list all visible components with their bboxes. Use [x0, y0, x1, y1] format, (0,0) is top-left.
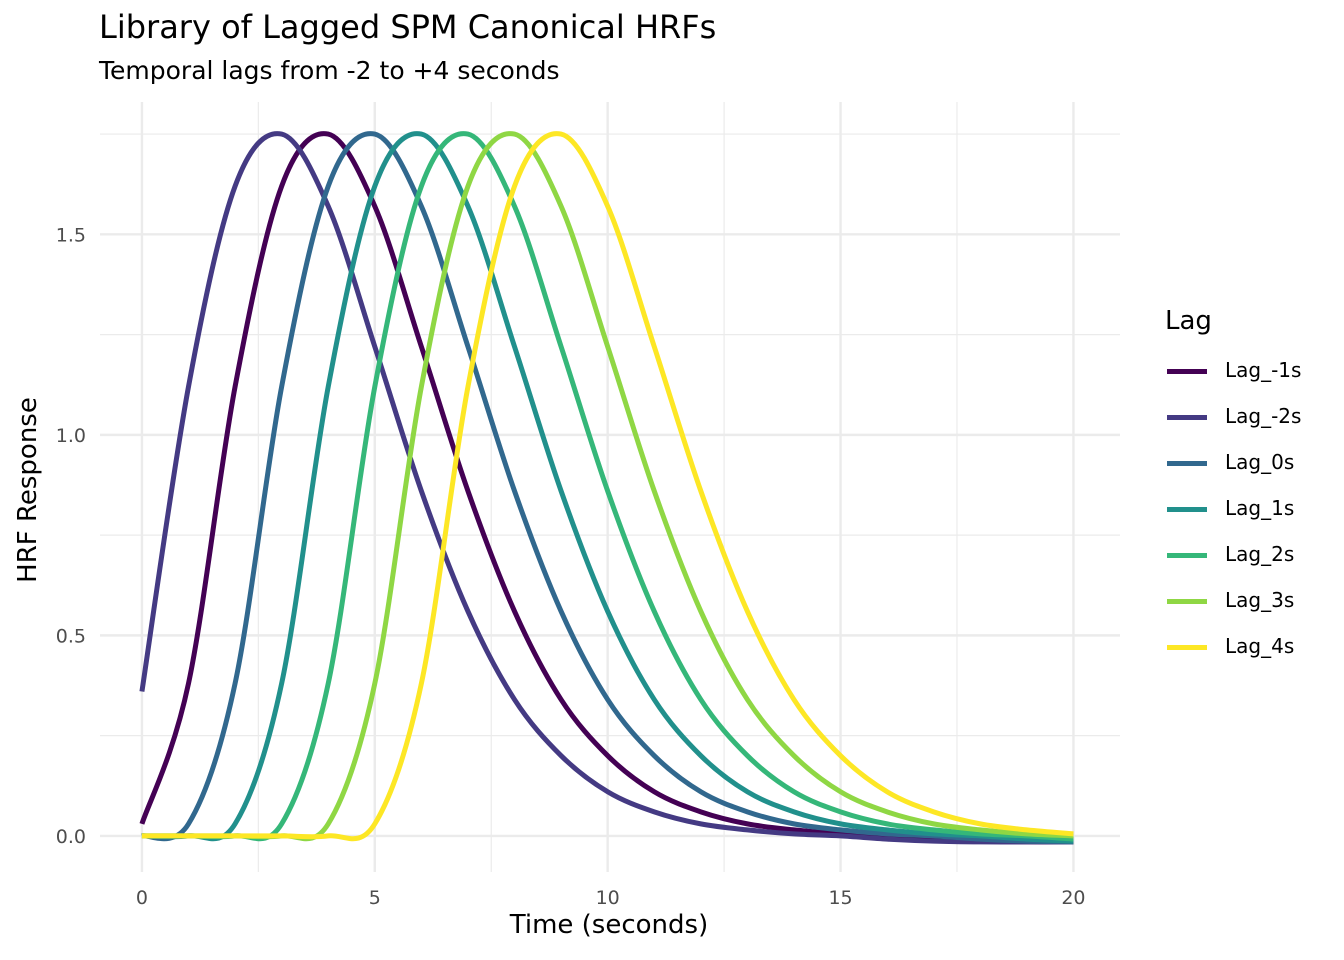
legend-label: Lag_2s: [1225, 542, 1295, 566]
series-line-Lag_-2s: [139, 131, 1074, 845]
legend-key: [1167, 599, 1207, 604]
legend-title: Lag: [1165, 306, 1212, 336]
series-line-Lag_2s: [141, 131, 1074, 842]
legend-key: [1167, 415, 1207, 420]
x-axis-label: Time (seconds): [509, 910, 709, 940]
legend-label: Lag_3s: [1225, 588, 1295, 612]
legend-label: Lag_4s: [1225, 634, 1295, 658]
x-tick-label: 0: [136, 887, 148, 909]
x-tick-label: 15: [828, 887, 852, 909]
y-tick-label: 1.0: [56, 425, 86, 447]
legend-label: Lag_-2s: [1225, 404, 1302, 428]
chart-title: Library of Lagged SPM Canonical HRFs: [99, 8, 717, 46]
x-tick-label: 10: [596, 887, 620, 909]
legend-label: Lag_-1s: [1225, 358, 1302, 382]
legend-label: Lag_1s: [1225, 496, 1295, 520]
series-line-Lag_0s: [141, 131, 1074, 845]
chart-subtitle: Temporal lags from -2 to +4 seconds: [99, 56, 560, 85]
x-tick-label: 20: [1061, 887, 1085, 909]
series-line-Lag_1s: [141, 131, 1074, 844]
y-tick-label: 1.5: [56, 224, 86, 246]
series-line-Lag_3s: [141, 131, 1074, 842]
legend-label: Lag_0s: [1225, 450, 1295, 474]
series-line-Lag_4s: [141, 131, 1074, 842]
legend-key: [1167, 645, 1207, 650]
legend-key: [1167, 461, 1207, 466]
y-tick-label: 0.5: [56, 625, 86, 647]
legend-key: [1167, 507, 1207, 512]
legend-key: [1167, 553, 1207, 558]
legend-key: [1167, 369, 1207, 374]
y-axis-label: HRF Response: [13, 397, 43, 583]
y-tick-label: 0.0: [56, 826, 86, 848]
x-tick-label: 5: [369, 887, 381, 909]
